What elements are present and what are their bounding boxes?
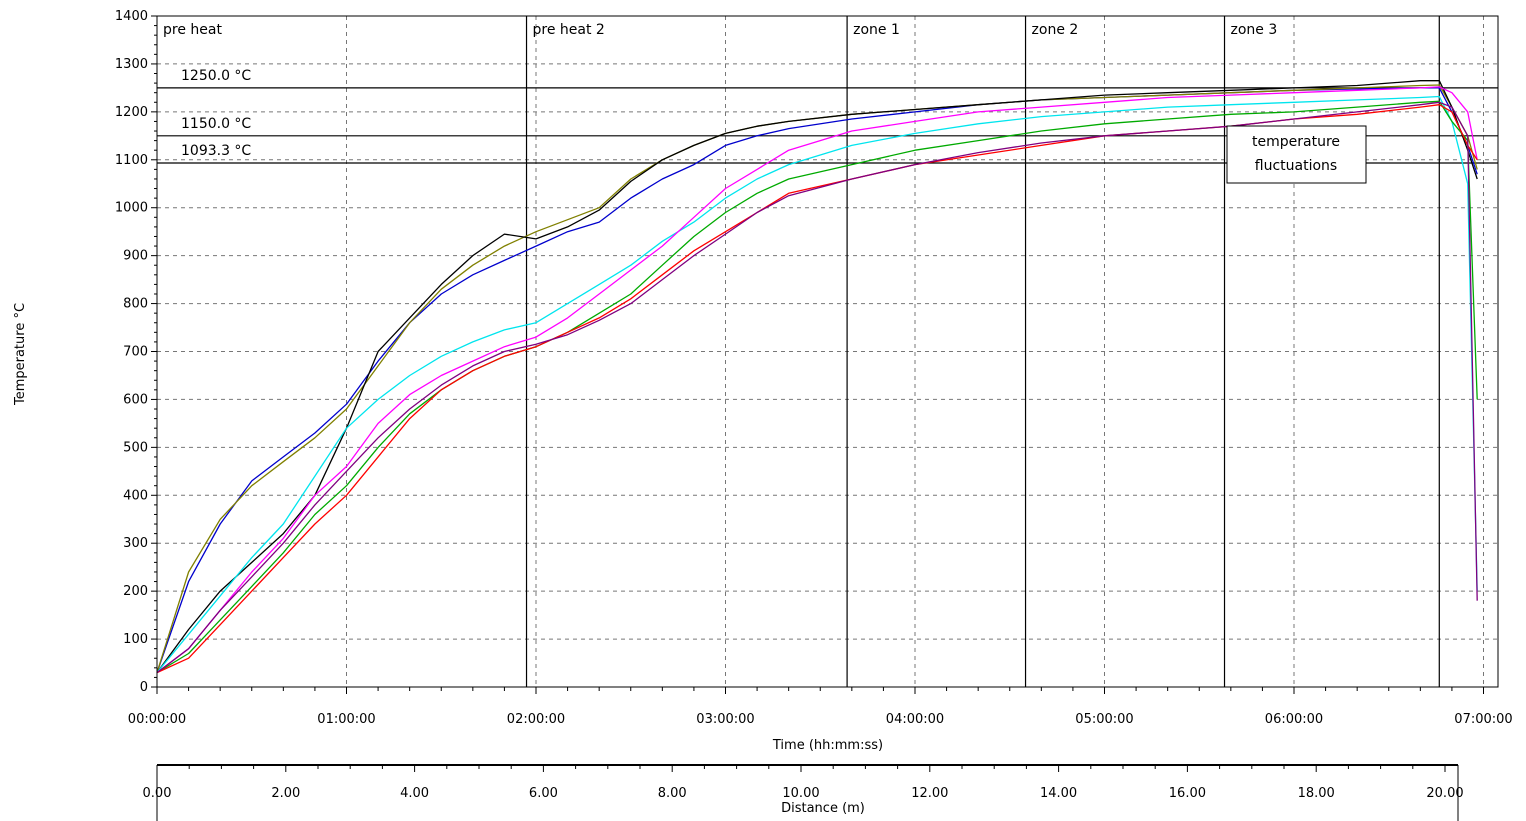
series-line-8: [156, 101, 1478, 674]
x-tick-label-7: 07:00:00: [1454, 712, 1512, 727]
y-tick-label-1400: 1400: [115, 9, 148, 24]
distance-tick-label-0: 0.00: [143, 786, 172, 801]
x-tick-label-5: 05:00:00: [1075, 712, 1133, 727]
reference-label-0: 1250.0 °C: [181, 68, 251, 84]
y-axis-title: Temperature °C: [13, 303, 28, 406]
y-tick-label-1300: 1300: [115, 57, 148, 72]
series-line-5: [156, 86, 1478, 674]
x-tick-label-4: 04:00:00: [886, 712, 944, 727]
y-tick-label-0: 0: [140, 680, 148, 695]
y-tick-label-400: 400: [123, 488, 148, 503]
distance-tick-label-8: 16.00: [1169, 786, 1206, 801]
x-axis: 00:00:00 01:00:00 02:00:00 03:00:00 04:00:00…: [128, 687, 1513, 727]
x-axis-title: Time (hh:mm:ss): [772, 738, 883, 753]
series-line-6: [156, 100, 1478, 674]
distance-tick-label-2: 4.00: [400, 786, 429, 801]
x-tick-label-3: 03:00:00: [696, 712, 754, 727]
distance-axis: 0.00 2.00 4.00 6.00 8.00 10.00 12.00 14.00 16.00…: [143, 764, 1464, 821]
distance-tick-label-4: 8.00: [658, 786, 687, 801]
series-line-4: [156, 95, 1478, 674]
series-line-7: [156, 104, 1478, 674]
reference-label-2: 1093.3 °C: [181, 143, 251, 159]
annotation-text-line-2: fluctuations: [1255, 158, 1337, 174]
y-tick-label-600: 600: [123, 392, 148, 407]
y-axis: 0 100 200 300 400 500 600 700 800 900 1000 1100 1200…: [115, 9, 157, 695]
series-lines: [156, 80, 1478, 674]
y-tick-label-1200: 1200: [115, 105, 148, 120]
y-tick-label-300: 300: [123, 536, 148, 551]
y-tick-label-800: 800: [123, 297, 148, 312]
x-tick-label-0: 00:00:00: [128, 712, 186, 727]
x-tick-label-1: 01:00:00: [317, 712, 375, 727]
annotation-text-line-1: temperature: [1252, 134, 1340, 150]
zone-label-3: zone 2: [1032, 22, 1079, 38]
distance-tick-label-3: 6.00: [529, 786, 558, 801]
annotation-box: temperature fluctuations: [1226, 125, 1367, 184]
reference-label-1: 1150.0 °C: [181, 116, 251, 132]
zone-label-0: pre heat: [163, 22, 222, 38]
distance-axis-title: Distance (m): [781, 801, 865, 816]
y-tick-label-200: 200: [123, 584, 148, 599]
distance-tick-label-5: 10.00: [782, 786, 819, 801]
y-tick-label-900: 900: [123, 249, 148, 264]
y-tick-label-700: 700: [123, 345, 148, 360]
zone-label-2: zone 1: [853, 22, 900, 38]
distance-tick-label-9: 18.00: [1298, 786, 1335, 801]
x-tick-label-2: 02:00:00: [507, 712, 565, 727]
distance-tick-label-1: 2.00: [271, 786, 300, 801]
zone-dividers: pre heat pre heat 2 zone 1 zone 2 zone 3: [163, 16, 1440, 687]
y-tick-label-500: 500: [123, 440, 148, 455]
zone-label-4: zone 3: [1231, 22, 1278, 38]
y-tick-label-1100: 1100: [115, 153, 148, 168]
y-tick-label-100: 100: [123, 632, 148, 647]
distance-tick-label-6: 12.00: [911, 786, 948, 801]
distance-tick-label-10: 20.00: [1426, 786, 1463, 801]
series-line-3: [156, 80, 1478, 673]
y-tick-label-1000: 1000: [115, 201, 148, 216]
distance-tick-label-7: 14.00: [1040, 786, 1077, 801]
x-tick-label-6: 06:00:00: [1265, 712, 1323, 727]
zone-label-1: pre heat 2: [533, 22, 605, 38]
annotation-rect: [1226, 125, 1367, 184]
reference-lines: 1250.0 °C 1150.0 °C 1093.3 °C: [157, 68, 1498, 164]
